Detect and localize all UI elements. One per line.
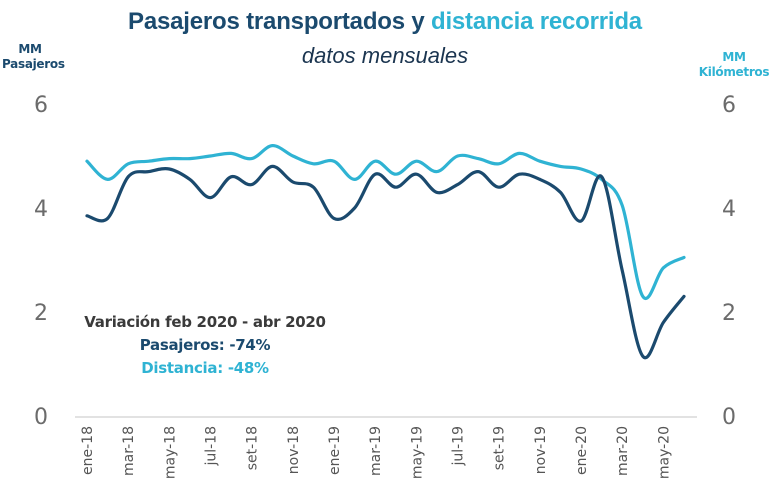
series-line-pasajeros (85, 164, 686, 360)
variation-annotation: Variación feb 2020 - abr 2020 Pasajeros:… (60, 311, 350, 380)
right-y-tick-label: 2 (722, 301, 736, 326)
annotation-period: Variación feb 2020 - abr 2020 (84, 313, 326, 331)
x-axis: ene-18 mar-18 may-18 jul-18 set-18 nov-18 ene-… (80, 426, 672, 479)
right-axis-title-line2: Kilómetros (698, 65, 770, 79)
left-y-tick-label: 6 (34, 93, 48, 118)
chart-title-passengers: Pasajeros transportados y (128, 8, 425, 35)
x-tick-label: mar-18 (121, 426, 137, 476)
series-line-distancia (85, 144, 686, 301)
right-y-axis: 0 2 4 6 (722, 93, 736, 430)
x-tick-label: mar-20 (615, 426, 631, 476)
chart-title: Pasajeros transportados y distancia reco… (0, 8, 770, 36)
series-group (85, 144, 686, 360)
x-tick-label: may-19 (409, 426, 425, 479)
x-tick-label: ene-20 (574, 426, 590, 475)
x-tick-label: jul-19 (451, 426, 467, 467)
x-tick-label: nov-19 (533, 426, 549, 474)
left-axis-title: MM Pasajeros (2, 42, 65, 72)
x-tick-label: may-18 (162, 426, 178, 479)
chart-subtitle: datos mensuales (301, 43, 469, 68)
annotation-passengers: Pasajeros: -74% (139, 336, 271, 354)
left-y-tick-label: 2 (34, 301, 48, 326)
left-axis-title-line1: MM (18, 42, 42, 56)
x-tick-label: ene-18 (80, 426, 96, 475)
right-y-tick-label: 6 (722, 93, 736, 118)
left-y-axis: 0 2 4 6 (34, 93, 48, 430)
right-axis-title: MM Kilómetros (698, 50, 770, 80)
annotation-distance: Distancia: -48% (141, 359, 269, 377)
chart-title-distance: distancia recorrida (430, 8, 642, 35)
x-tick-label: set-19 (492, 426, 508, 470)
x-tick-label: ene-19 (327, 426, 343, 475)
x-tick-label: may-20 (656, 426, 672, 479)
x-tick-label: nov-18 (286, 426, 302, 474)
right-y-tick-label: 4 (722, 197, 736, 222)
x-tick-label: jul-18 (204, 426, 220, 467)
right-axis-title-line1: MM (722, 50, 746, 64)
x-tick-label: mar-19 (368, 426, 384, 476)
left-axis-title-line2: Pasajeros (2, 57, 65, 71)
right-y-tick-label: 0 (722, 405, 736, 430)
left-y-tick-label: 0 (34, 405, 48, 430)
x-tick-label: set-18 (245, 426, 261, 470)
left-y-tick-label: 4 (34, 197, 48, 222)
